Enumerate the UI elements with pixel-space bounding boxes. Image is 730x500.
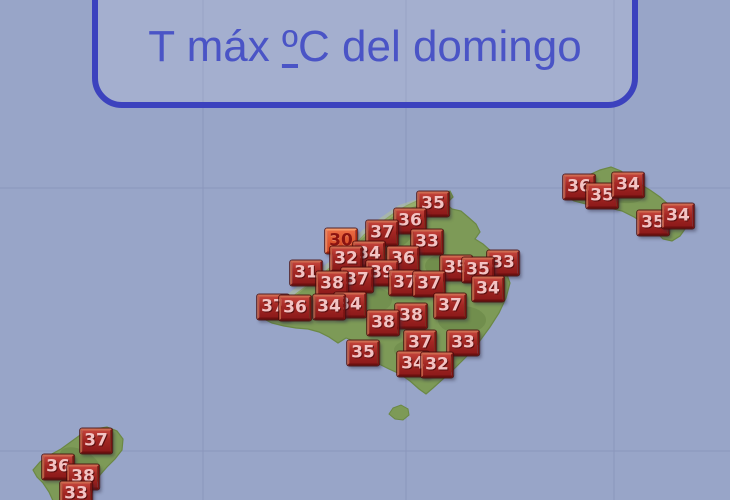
temp-badge: 37 [80,428,112,454]
map-title-part1: T máx [148,22,282,71]
temp-badge: 38 [316,271,348,297]
temp-badge: 36 [563,174,595,200]
temp-badge: 35 [347,340,379,366]
temp-badge: 37 [341,267,373,293]
temp-badge: 34 [313,294,345,320]
temp-badge: 37 [434,293,466,319]
temp-badge: 33 [447,330,479,356]
map-title-box: T máx ºC del domingo [92,0,638,108]
temp-badge: 34 [662,203,694,229]
map-title: T máx ºC del domingo [148,22,581,72]
temp-badge: 38 [367,310,399,336]
temp-badge: 34 [472,276,504,302]
temp-badge: 38 [395,303,427,329]
temp-badge: 34 [612,172,644,198]
temp-badge: 35 [440,255,472,281]
temp-badge: 32 [421,352,453,378]
temp-badge: 35 [417,191,449,217]
map-title-ordinal: º [281,22,298,71]
temp-badge: 33 [60,481,92,500]
temp-badge: 37 [404,330,436,356]
map-title-part2: C del domingo [298,22,582,71]
temp-badge: 35 [586,183,618,209]
temp-badge: 36 [279,295,311,321]
island-cabrera [388,404,410,421]
temp-badge: 37 [413,271,445,297]
